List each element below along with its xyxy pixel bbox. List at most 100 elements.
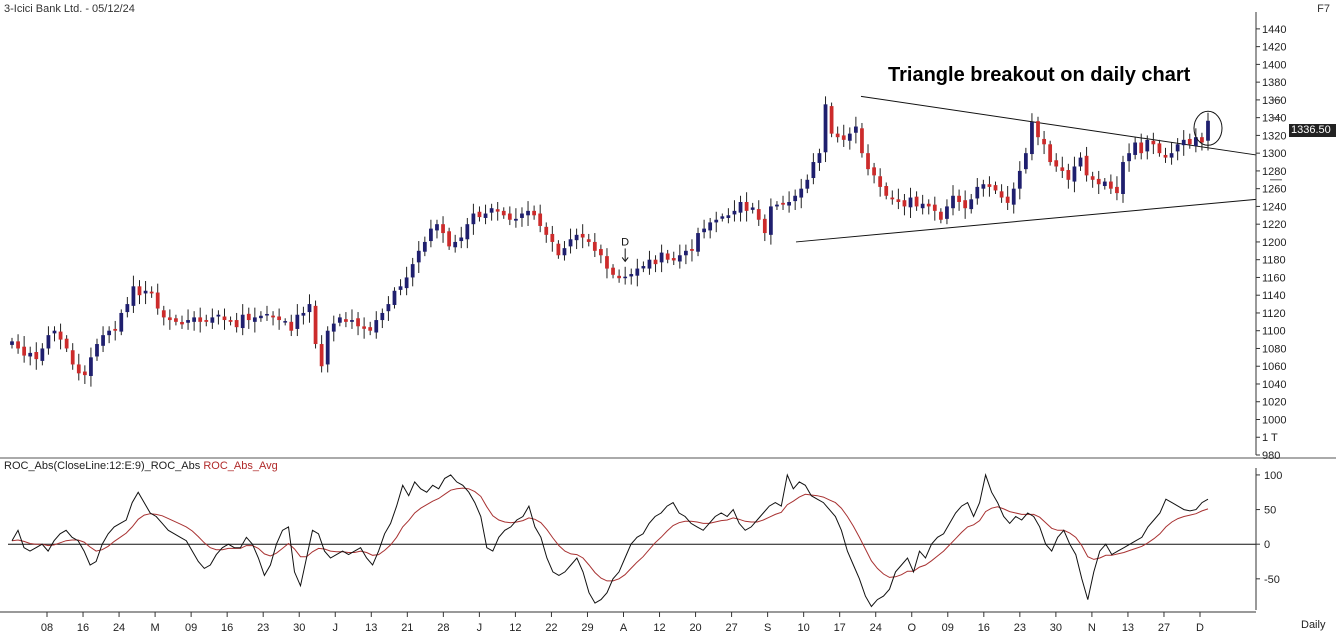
price-tick-label: 1100: [1262, 326, 1286, 338]
price-tick-label: 1080: [1262, 343, 1286, 355]
candle-body: [556, 243, 561, 256]
candle-body: [198, 317, 203, 322]
x-tick-label: 16: [77, 622, 89, 634]
candle-body: [95, 344, 99, 357]
candle-body: [161, 310, 166, 318]
candle-body: [1121, 162, 1125, 194]
price-tick-label: 1240: [1262, 201, 1286, 213]
x-tick-label: A: [620, 622, 628, 634]
candle-body: [526, 210, 530, 216]
candle-body: [1145, 139, 1150, 152]
candle-body: [1115, 186, 1119, 194]
candle-body: [957, 195, 961, 202]
candle-body: [586, 239, 591, 242]
candle-body: [769, 206, 773, 235]
candle-body: [137, 286, 142, 296]
candle-body: [762, 218, 767, 234]
candle-body: [174, 318, 178, 322]
candle-body: [58, 331, 63, 340]
candle-body: [307, 304, 312, 313]
candle-body: [890, 197, 895, 200]
roc-line: [11, 473, 1209, 608]
candle-body: [289, 321, 294, 331]
roc-legend: ROC_Abs(CloseLine:12:E:9)_ROC_Abs ROC_Ab…: [4, 460, 278, 472]
timeframe-label: Daily: [1301, 619, 1326, 631]
candle-body: [313, 305, 318, 345]
candle-body: [1042, 138, 1046, 145]
roc-avg-line: [11, 487, 1209, 582]
candle-body: [1187, 138, 1192, 145]
candle-body: [441, 224, 445, 234]
price-tick-label: 1160: [1262, 272, 1286, 284]
x-tick-label: 17: [834, 622, 846, 634]
candle-body: [337, 317, 342, 323]
candle-body: [684, 250, 688, 256]
candle-body: [70, 350, 75, 365]
price-tick-label: 1180: [1262, 255, 1286, 267]
marker-d-arrowhead: [621, 257, 629, 263]
candle-body: [368, 327, 373, 331]
candle-body: [107, 330, 112, 336]
candle-body: [726, 215, 731, 218]
price-tick-label: 1060: [1262, 361, 1286, 373]
candle-body: [495, 209, 500, 212]
candle-body: [1169, 153, 1174, 158]
candle-body: [483, 213, 488, 218]
candle-body: [532, 210, 536, 216]
price-tick-label: 980: [1262, 450, 1280, 462]
candle-body: [216, 314, 221, 317]
candle-body: [841, 135, 846, 140]
candle-body: [926, 203, 931, 207]
x-tick-label: 27: [725, 622, 737, 634]
candle-body: [447, 231, 451, 247]
candle-body: [186, 320, 190, 323]
candle-body: [380, 312, 385, 321]
candle-body: [125, 304, 130, 313]
candle-body: [386, 304, 391, 312]
candle-body: [1139, 142, 1144, 154]
candle-body: [76, 364, 81, 374]
candle-body: [1102, 181, 1107, 187]
x-tick-label: 22: [545, 622, 557, 634]
candle-body: [143, 290, 148, 294]
candle-body: [167, 317, 172, 321]
candle-body: [1096, 178, 1101, 185]
x-tick-label: 29: [581, 622, 593, 634]
candle-body: [240, 314, 245, 329]
candle-body: [611, 267, 615, 275]
candle-body: [192, 317, 197, 322]
candle-body: [671, 258, 676, 261]
candle-body: [1151, 140, 1156, 145]
candle-body: [702, 228, 706, 233]
x-tick-label: D: [1196, 622, 1204, 634]
candle-body: [1030, 122, 1034, 155]
roc-legend-avg: ROC_Abs_Avg: [203, 460, 278, 472]
candle-body: [252, 317, 257, 322]
candle-body: [1011, 188, 1016, 205]
candle-body: [1181, 139, 1186, 146]
candle-body: [410, 264, 415, 278]
candle-body: [319, 344, 324, 367]
annotation-text: Triangle breakout on daily chart: [888, 64, 1191, 86]
candle-body: [453, 241, 458, 248]
x-tick-label: 10: [798, 622, 810, 634]
candle-body: [16, 341, 20, 349]
x-tick-label: M: [151, 622, 160, 634]
candle-body: [416, 250, 421, 263]
price-tick-label: 1140: [1262, 290, 1286, 302]
candle-body: [677, 255, 682, 262]
candle-body: [896, 199, 901, 202]
candle-body: [398, 286, 403, 290]
candle-body: [878, 176, 883, 187]
candle-body: [1193, 137, 1198, 147]
candle-body: [1072, 166, 1077, 182]
candle-body: [847, 133, 852, 141]
candle-body: [617, 275, 621, 279]
candle-body: [562, 248, 567, 256]
candle-body: [46, 335, 51, 349]
candle-body: [28, 352, 33, 357]
candle-body: [119, 312, 124, 332]
candle-body: [465, 224, 470, 240]
candle-body: [853, 126, 858, 133]
candle-body: [805, 179, 810, 189]
